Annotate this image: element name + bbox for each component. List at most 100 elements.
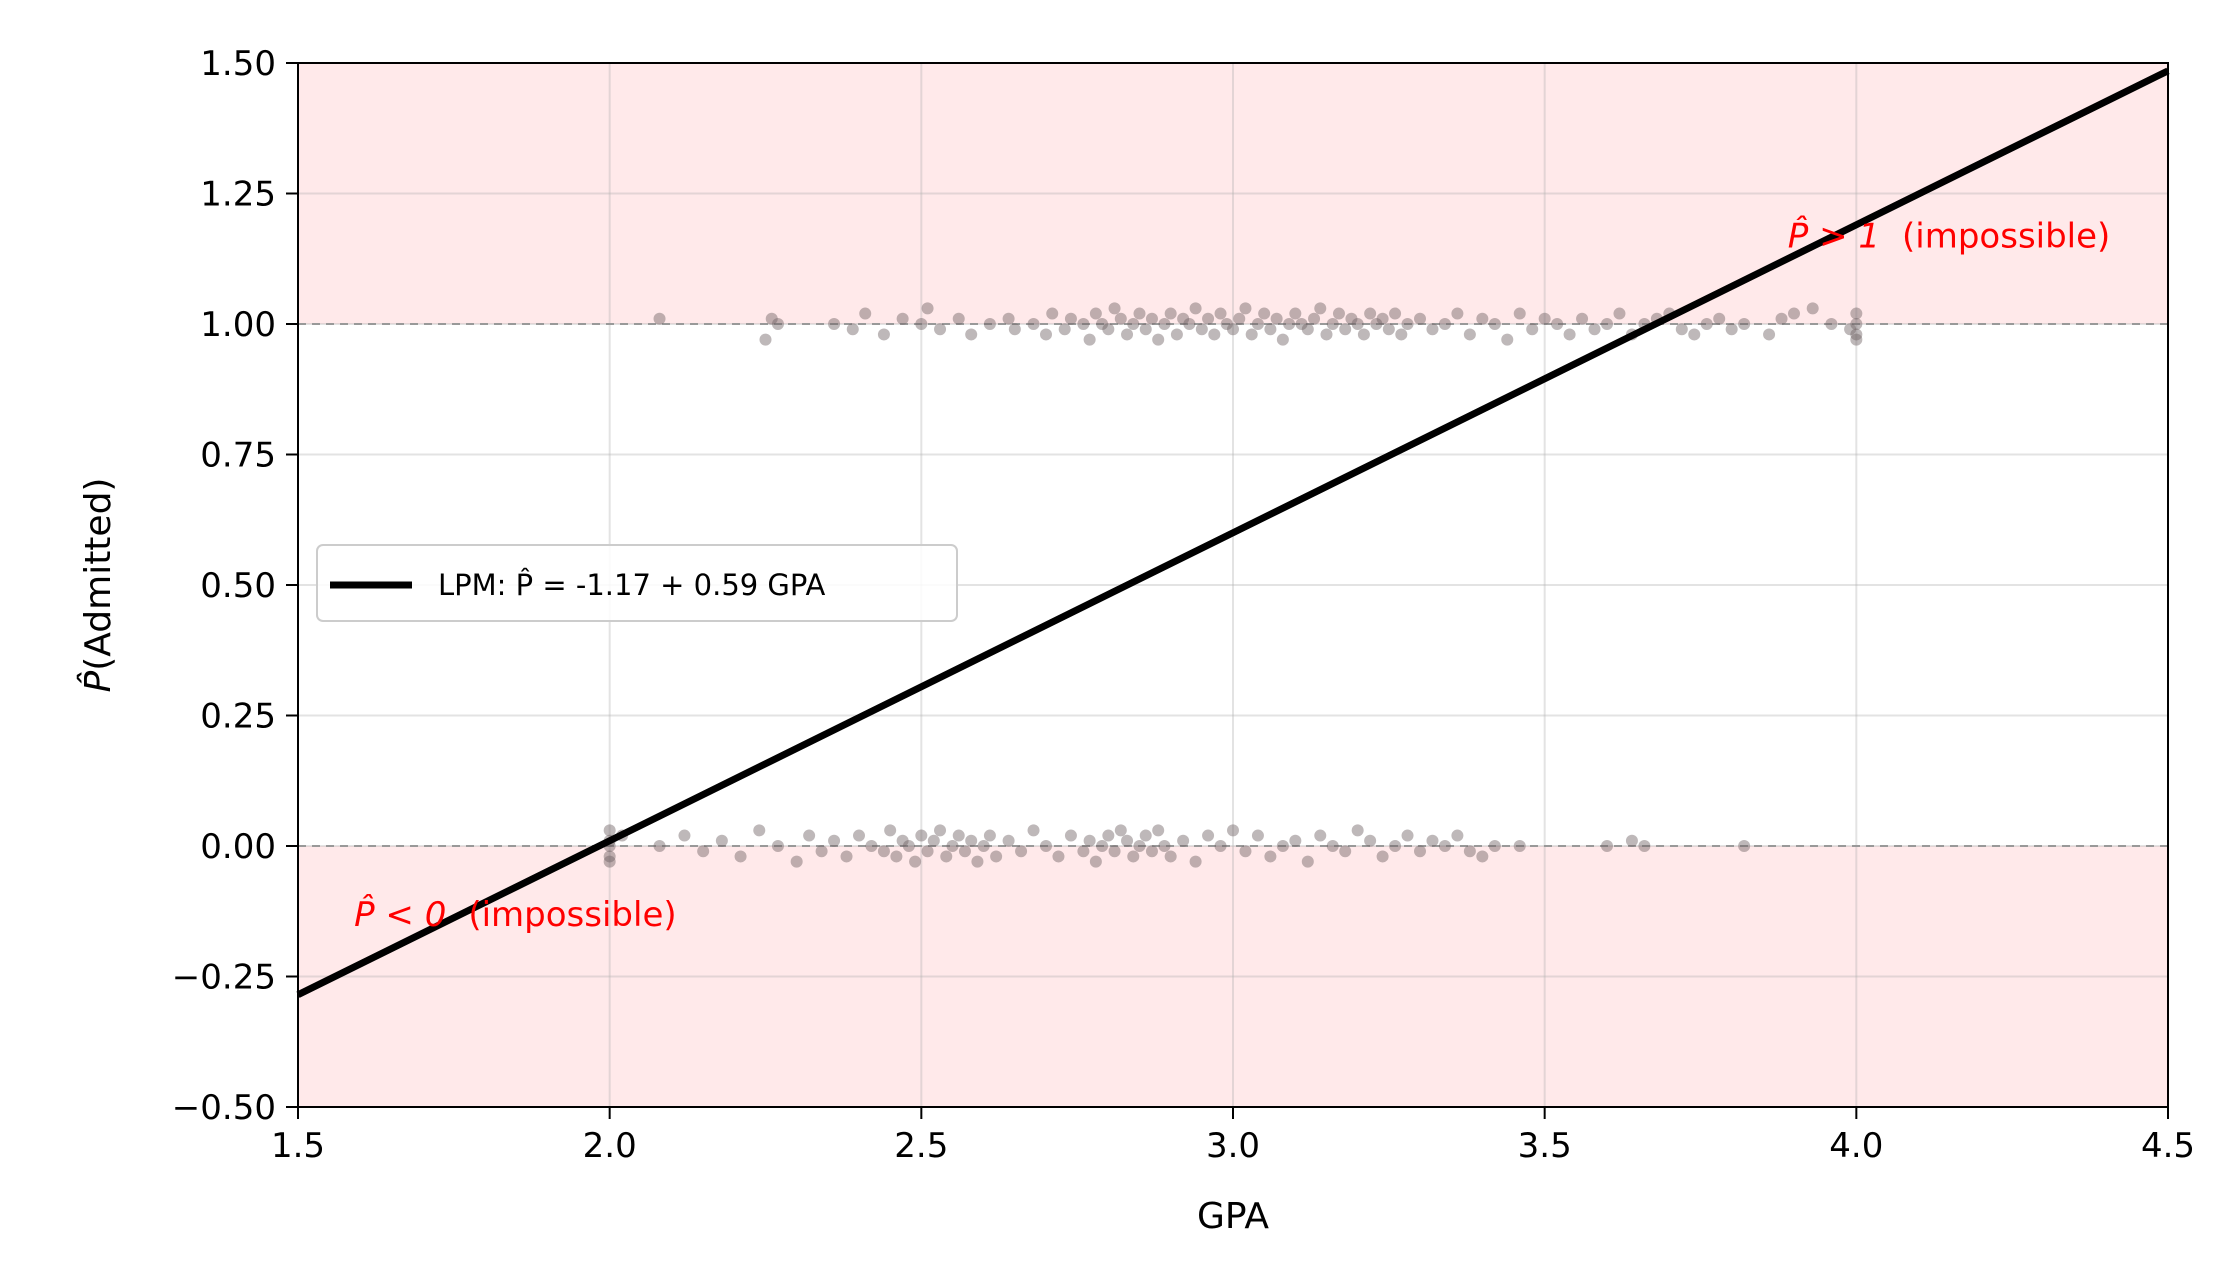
data-point-1-96 xyxy=(1675,323,1688,336)
data-point-0-36 xyxy=(977,840,990,852)
data-point-1-106 xyxy=(1825,318,1838,330)
data-point-0-62 xyxy=(1202,829,1215,842)
data-point-0-28 xyxy=(927,834,940,847)
data-point-0-56 xyxy=(1145,845,1158,858)
data-point-0-6 xyxy=(653,840,666,852)
data-point-0-60 xyxy=(1177,834,1190,847)
data-point-1-91 xyxy=(1613,307,1626,320)
data-point-0-18 xyxy=(853,829,865,842)
data-point-0-74 xyxy=(1351,824,1364,837)
data-point-1-30 xyxy=(1127,318,1140,330)
y-tick-label-8: 1.50 xyxy=(200,44,276,84)
data-point-1-4 xyxy=(828,318,841,330)
data-point-0-33 xyxy=(958,845,971,858)
data-point-0-32 xyxy=(952,829,965,842)
fit-line xyxy=(296,67,2170,998)
data-point-1-47 xyxy=(1233,312,1246,325)
data-point-1-101 xyxy=(1738,318,1751,330)
annotation-0: P̂ > 1 (impossible) xyxy=(1788,215,2111,256)
data-point-1-14 xyxy=(983,318,996,330)
data-point-1-51 xyxy=(1258,307,1271,320)
data-point-0-4 xyxy=(603,855,616,868)
data-point-0-49 xyxy=(1102,829,1115,842)
data-point-1-3 xyxy=(771,318,784,330)
data-point-0-41 xyxy=(1027,824,1040,837)
data-point-1-77 xyxy=(1438,318,1451,330)
data-point-0-25 xyxy=(909,855,922,868)
data-point-1-45 xyxy=(1220,318,1233,330)
data-point-1-108 xyxy=(1850,307,1863,320)
data-point-1-37 xyxy=(1170,328,1183,341)
data-point-0-77 xyxy=(1389,840,1402,852)
x-tick-label-1: 2.0 xyxy=(583,1126,637,1166)
data-point-1-78 xyxy=(1451,307,1464,320)
data-point-1-0 xyxy=(653,312,666,325)
annotations: P̂ > 1 (impossible) P̂ < 0 (impossible) xyxy=(354,215,2110,935)
data-point-1-64 xyxy=(1339,323,1352,336)
data-point-1-44 xyxy=(1214,307,1227,320)
data-point-0-87 xyxy=(1601,840,1613,852)
y-tick-label-5: 0.75 xyxy=(200,436,276,476)
data-point-1-21 xyxy=(1064,312,1077,325)
data-point-1-9 xyxy=(915,318,928,330)
data-point-0-72 xyxy=(1326,840,1339,852)
y-axis-title-symbol: P̂ xyxy=(76,670,119,692)
data-point-1-27 xyxy=(1108,302,1121,315)
data-point-1-24 xyxy=(1089,307,1102,320)
data-point-1-69 xyxy=(1370,318,1383,330)
fit-line-layer xyxy=(296,67,2170,998)
data-point-1-25 xyxy=(1096,318,1109,330)
data-point-1-89 xyxy=(1588,323,1601,336)
data-point-1-13 xyxy=(965,328,978,341)
annotation-0-symbol: P̂ > 1 xyxy=(1788,215,1880,256)
data-point-0-45 xyxy=(1077,845,1090,858)
data-point-1-12 xyxy=(952,312,965,325)
y-tick-label-4: 0.50 xyxy=(200,566,276,606)
data-point-0-35 xyxy=(971,855,984,868)
data-point-1-53 xyxy=(1270,312,1283,325)
data-point-0-52 xyxy=(1121,834,1134,847)
data-point-1-99 xyxy=(1713,312,1726,325)
data-point-1-65 xyxy=(1345,312,1358,325)
impossible-regions xyxy=(298,63,2168,1107)
data-point-0-27 xyxy=(921,845,934,858)
legend-label: LPM: P̂ = -1.17 + 0.59 GPA xyxy=(438,568,826,602)
data-point-1-8 xyxy=(896,312,909,325)
data-point-0-82 xyxy=(1451,829,1464,842)
data-point-0-42 xyxy=(1040,840,1052,852)
data-point-1-103 xyxy=(1775,312,1788,325)
data-point-0-8 xyxy=(697,845,710,858)
annotation-1: P̂ < 0 (impossible) xyxy=(354,894,677,935)
y-tick-label-7: 1.25 xyxy=(200,175,276,215)
x-tick-label-0: 1.5 xyxy=(271,1126,325,1166)
y-axis-title: P̂(Admitted) xyxy=(76,478,119,693)
data-point-1-72 xyxy=(1389,307,1402,320)
data-point-0-80 xyxy=(1426,834,1439,847)
data-point-1-50 xyxy=(1251,318,1264,330)
data-point-1-104 xyxy=(1788,307,1800,320)
data-point-0-50 xyxy=(1108,845,1121,858)
data-point-0-22 xyxy=(890,850,903,863)
data-point-0-57 xyxy=(1152,824,1165,837)
data-point-0-71 xyxy=(1314,829,1327,842)
data-point-0-54 xyxy=(1133,840,1146,852)
data-point-1-36 xyxy=(1164,307,1177,320)
data-point-0-17 xyxy=(840,850,853,863)
data-point-1-34 xyxy=(1152,333,1165,346)
data-point-0-73 xyxy=(1339,845,1352,858)
data-point-0-11 xyxy=(753,824,766,837)
data-point-1-7 xyxy=(877,328,890,341)
legend: LPM: P̂ = -1.17 + 0.59 GPA xyxy=(316,544,958,622)
data-point-1-82 xyxy=(1501,333,1514,346)
data-point-0-3 xyxy=(603,850,616,863)
data-point-0-58 xyxy=(1158,840,1171,852)
data-point-1-57 xyxy=(1295,318,1308,330)
data-point-1-111 xyxy=(1850,333,1863,346)
x-axis-title: GPA xyxy=(1197,1196,1269,1237)
data-point-1-84 xyxy=(1526,323,1539,336)
data-point-1-79 xyxy=(1463,328,1476,341)
data-point-0-40 xyxy=(1015,845,1028,858)
x-tick-label-5: 4.0 xyxy=(1829,1126,1883,1166)
data-point-1-52 xyxy=(1264,323,1277,336)
data-point-1-110 xyxy=(1850,328,1863,341)
